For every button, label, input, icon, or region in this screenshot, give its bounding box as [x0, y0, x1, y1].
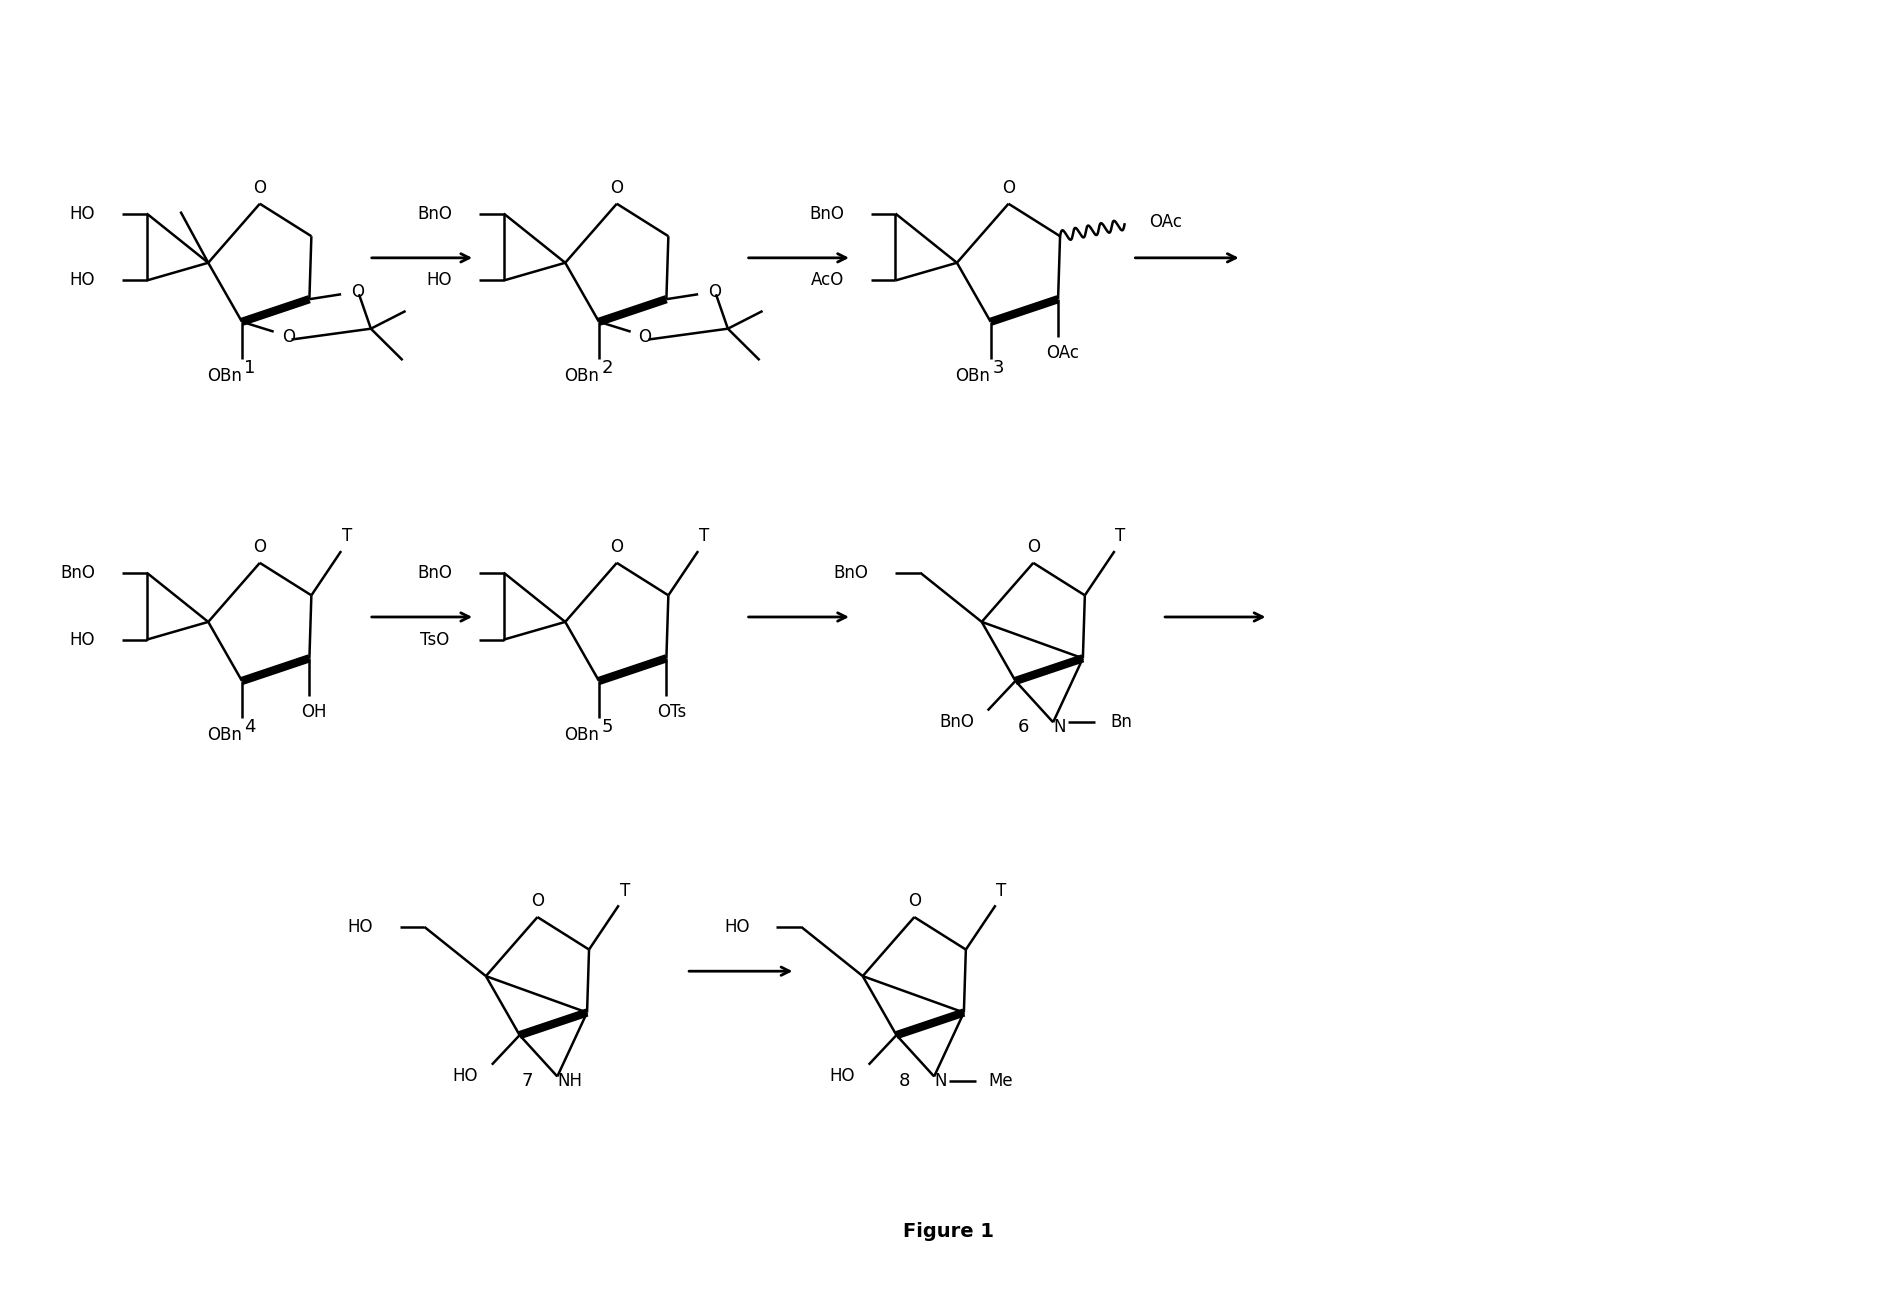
Text: OBn: OBn [564, 367, 598, 385]
Text: O: O [638, 327, 651, 345]
Text: OBn: OBn [207, 367, 241, 385]
Text: HO: HO [347, 918, 372, 936]
Text: OBn: OBn [564, 727, 598, 743]
Text: O: O [531, 892, 545, 910]
Text: 1: 1 [245, 359, 256, 378]
Text: O: O [351, 283, 364, 301]
Text: BnO: BnO [418, 204, 452, 222]
Text: 5: 5 [602, 718, 613, 736]
Text: Me: Me [989, 1072, 1014, 1090]
Text: O: O [252, 538, 266, 556]
Text: HO: HO [70, 631, 95, 649]
Text: O: O [708, 283, 721, 301]
Text: 4: 4 [245, 718, 256, 736]
Text: HO: HO [829, 1068, 854, 1086]
Text: OBn: OBn [955, 367, 991, 385]
Text: AcO: AcO [810, 272, 845, 290]
Text: O: O [611, 178, 623, 197]
Text: HO: HO [452, 1068, 478, 1086]
Text: O: O [907, 892, 921, 910]
Text: T: T [996, 882, 1006, 900]
Text: OBn: OBn [207, 727, 241, 743]
Text: 7: 7 [522, 1072, 533, 1090]
Text: BnO: BnO [809, 204, 845, 222]
Text: 2: 2 [602, 359, 613, 378]
Text: O: O [252, 178, 266, 197]
Text: BnO: BnO [940, 714, 974, 732]
Text: NH: NH [558, 1072, 583, 1090]
Text: 8: 8 [898, 1072, 909, 1090]
Text: T: T [1116, 528, 1126, 546]
Text: N: N [934, 1072, 947, 1090]
Text: T: T [342, 528, 353, 546]
Text: Figure 1: Figure 1 [903, 1222, 993, 1241]
Text: HO: HO [70, 272, 95, 290]
Text: BnO: BnO [418, 564, 452, 582]
Text: O: O [281, 327, 294, 345]
Text: TsO: TsO [419, 631, 450, 649]
Text: OTs: OTs [657, 703, 685, 721]
Text: O: O [1002, 178, 1015, 197]
Text: T: T [619, 882, 630, 900]
Text: 6: 6 [1017, 718, 1029, 736]
Text: BnO: BnO [833, 564, 869, 582]
Text: O: O [1027, 538, 1040, 556]
Text: T: T [698, 528, 710, 546]
Text: 3: 3 [993, 359, 1004, 378]
Text: Bn: Bn [1110, 714, 1133, 732]
Text: OAc: OAc [1150, 213, 1182, 231]
Text: O: O [611, 538, 623, 556]
Text: BnO: BnO [61, 564, 95, 582]
Text: OAc: OAc [1046, 344, 1080, 362]
Text: HO: HO [70, 204, 95, 222]
Text: OH: OH [302, 703, 326, 721]
Text: HO: HO [725, 918, 750, 936]
Text: HO: HO [427, 272, 452, 290]
Text: N: N [1053, 718, 1065, 736]
